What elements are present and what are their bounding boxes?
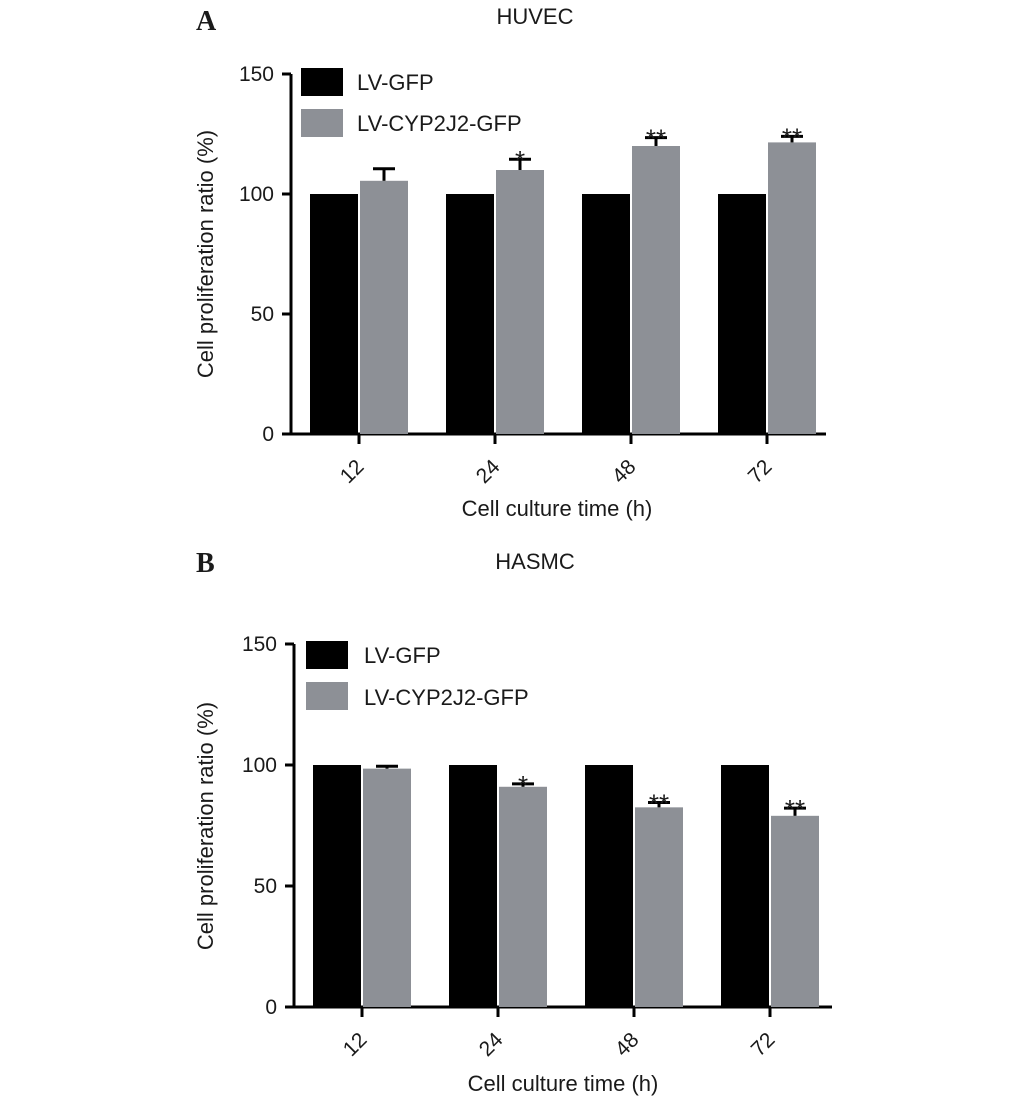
y-tick-label-a: 0 xyxy=(262,423,274,446)
legend-label-lv-cyp2j2-gfp-a: LV-CYP2J2-GFP xyxy=(357,111,522,136)
y-tick-label-b: 50 xyxy=(254,875,277,898)
y-tick-label-a: 100 xyxy=(239,183,274,206)
x-tick-label-a-12: 12 xyxy=(336,455,369,488)
y-tick-label-a: 50 xyxy=(251,303,274,326)
bar-a-lv-gfp-48 xyxy=(582,194,630,434)
bar-b-lv-cyp2j2-gfp-12 xyxy=(363,768,411,1007)
bar-b-lv-cyp2j2-gfp-72 xyxy=(771,815,819,1007)
legend-label-lv-cyp2j2-gfp-b: LV-CYP2J2-GFP xyxy=(364,685,529,710)
bar-b-lv-gfp-72 xyxy=(721,765,769,1007)
legend-swatch-lv-gfp-a xyxy=(301,68,343,96)
legend-swatch-lv-cyp2j2-gfp-b xyxy=(306,682,348,710)
x-tick-label-b-48: 48 xyxy=(611,1028,644,1061)
y-tick-label-b: 150 xyxy=(242,633,277,656)
x-tick-label-a-24: 24 xyxy=(472,455,505,488)
y-axis-label-b: Cell proliferation ratio (%) xyxy=(193,702,218,950)
bar-b-lv-gfp-12 xyxy=(313,765,361,1007)
bar-a-lv-cyp2j2-gfp-48 xyxy=(632,146,680,434)
legend-swatch-lv-gfp-b xyxy=(306,641,348,669)
x-axis-label-a: Cell culture time (h) xyxy=(462,496,653,521)
plot-area-a: 0 50 100 150 12 * 24 ** 48 ** 72 xyxy=(239,63,826,488)
significance-marker-b-24: * xyxy=(518,770,528,800)
bar-b-lv-cyp2j2-gfp-24 xyxy=(499,786,547,1007)
chart-title-b: HASMC xyxy=(495,549,575,574)
bar-a-lv-gfp-24 xyxy=(446,194,494,434)
legend-label-lv-gfp-a: LV-GFP xyxy=(357,70,434,95)
x-tick-label-a-48: 48 xyxy=(608,455,641,488)
legend-swatch-lv-cyp2j2-gfp-a xyxy=(301,109,343,137)
bar-b-lv-gfp-48 xyxy=(585,765,633,1007)
x-tick-label-b-24: 24 xyxy=(475,1028,508,1061)
significance-marker-a-48: ** xyxy=(646,124,666,154)
legend-label-lv-gfp-b: LV-GFP xyxy=(364,643,441,668)
y-axis-label-a: Cell proliferation ratio (%) xyxy=(193,130,218,378)
x-tick-label-a-72: 72 xyxy=(744,455,777,488)
y-tick-label-a: 150 xyxy=(239,63,274,86)
bar-a-lv-cyp2j2-gfp-72 xyxy=(768,142,816,434)
x-tick-label-b-72: 72 xyxy=(747,1028,780,1061)
significance-marker-a-72: ** xyxy=(782,122,802,152)
significance-marker-b-48: ** xyxy=(649,789,669,819)
bar-a-lv-cyp2j2-gfp-24 xyxy=(496,170,544,434)
panel-b: B HASMC Cell proliferation ratio (%) Cel… xyxy=(193,548,832,1096)
panel-letter-b: B xyxy=(196,548,215,579)
chart-title-a: HUVEC xyxy=(496,4,573,29)
legend-b: LV-GFP LV-CYP2J2-GFP xyxy=(306,641,529,710)
bar-a-lv-gfp-12 xyxy=(310,194,358,434)
y-tick-label-b: 100 xyxy=(242,754,277,777)
bar-b-lv-gfp-24 xyxy=(449,765,497,1007)
x-tick-label-b-12: 12 xyxy=(339,1028,372,1061)
bar-a-lv-gfp-72 xyxy=(718,194,766,434)
significance-marker-b-72: ** xyxy=(785,794,805,824)
panel-a: A HUVEC Cell proliferation ratio (%) Cel… xyxy=(193,4,826,521)
x-axis-label-b: Cell culture time (h) xyxy=(468,1071,659,1096)
significance-marker-a-24: * xyxy=(515,145,525,175)
bar-a-lv-cyp2j2-gfp-12 xyxy=(360,180,408,434)
panel-letter-a: A xyxy=(196,6,217,37)
bar-b-lv-cyp2j2-gfp-48 xyxy=(635,807,683,1007)
y-tick-label-b: 0 xyxy=(265,996,277,1019)
legend-a: LV-GFP LV-CYP2J2-GFP xyxy=(301,68,522,137)
